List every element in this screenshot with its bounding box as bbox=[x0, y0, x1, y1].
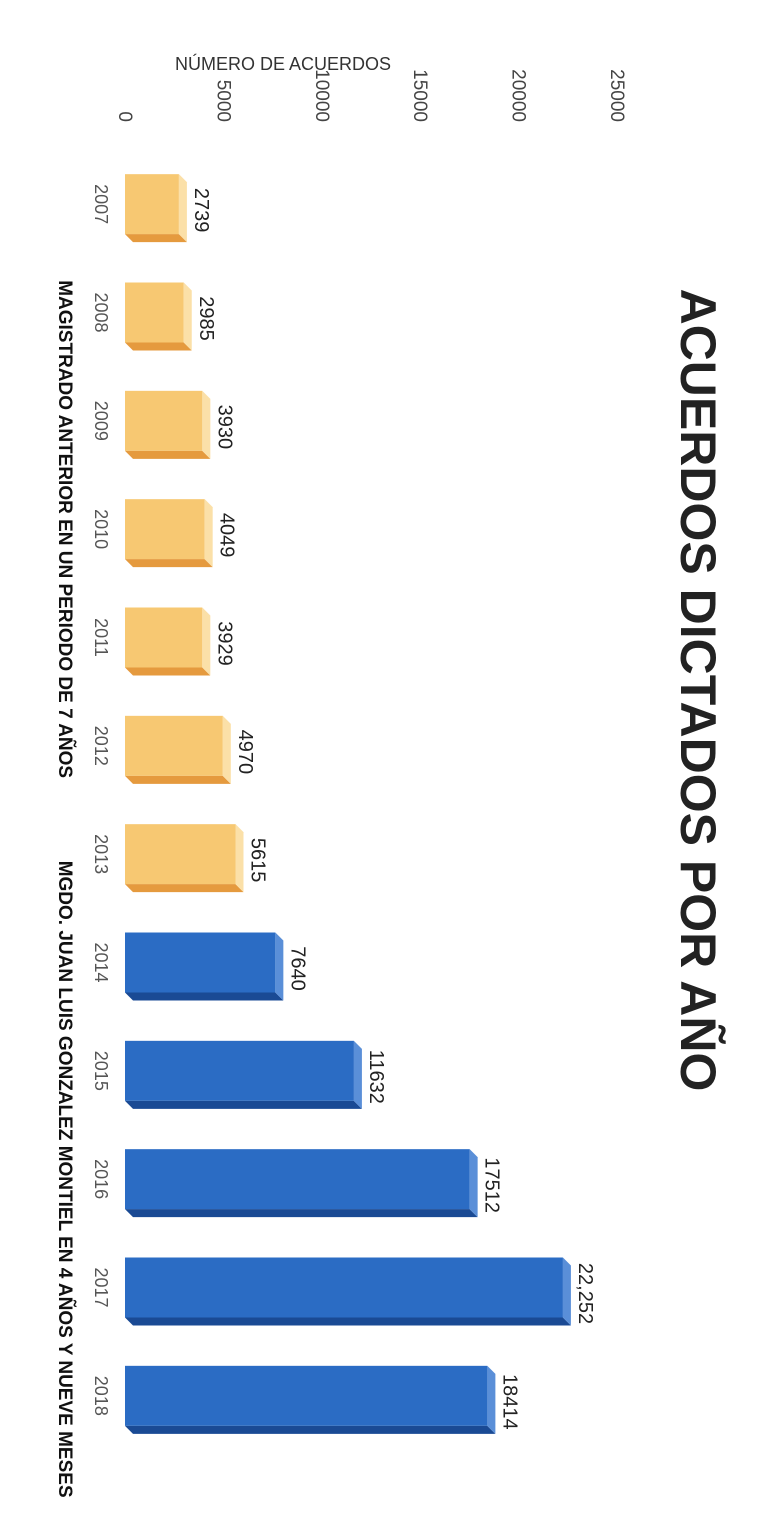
data-label: 7640 bbox=[286, 946, 308, 991]
bar-side bbox=[125, 559, 213, 568]
bar bbox=[125, 390, 203, 451]
bar-side bbox=[125, 342, 192, 351]
y-tick-label: 25000 bbox=[606, 69, 627, 122]
bar-top bbox=[275, 932, 284, 1001]
bar-top bbox=[202, 607, 211, 676]
bar-top bbox=[202, 390, 211, 459]
y-tick-label: 20000 bbox=[508, 69, 529, 122]
bar-side bbox=[125, 1317, 571, 1326]
category-label: 2007 bbox=[91, 184, 111, 224]
category-label: 2016 bbox=[91, 1159, 111, 1199]
bar bbox=[124, 715, 223, 776]
y-tick-label: 5000 bbox=[212, 80, 233, 122]
y-tick-label: 15000 bbox=[409, 69, 430, 122]
category-label: 2012 bbox=[91, 726, 111, 766]
bar bbox=[125, 1149, 470, 1210]
bar-top bbox=[222, 715, 231, 784]
category-labels: 2007 2008 2009 2010 2011 2012 2013 2014 2015 2016… bbox=[91, 184, 111, 1416]
y-tick-label: 0 bbox=[114, 111, 135, 122]
data-label: 4970 bbox=[234, 730, 256, 775]
y-tick-label: 10000 bbox=[311, 69, 332, 122]
bar-top bbox=[178, 174, 187, 243]
bar bbox=[125, 282, 184, 343]
bar bbox=[124, 174, 179, 235]
bar bbox=[124, 607, 203, 668]
data-label: 3929 bbox=[213, 621, 235, 666]
category-label: 2010 bbox=[91, 509, 111, 549]
bar bbox=[124, 1257, 563, 1318]
category-label: 2014 bbox=[91, 942, 111, 982]
bar-side bbox=[125, 1209, 478, 1218]
bar-side bbox=[125, 884, 244, 893]
data-label: 17512 bbox=[481, 1157, 503, 1213]
bar bbox=[124, 824, 236, 885]
bar-side bbox=[125, 1425, 496, 1434]
category-label: 2015 bbox=[91, 1051, 111, 1091]
y-axis-title: NÚMERO DE ACUERDOS bbox=[175, 53, 391, 74]
group-label: MAGISTRADO ANTERIOR EN UN PERIODO DE 7 A… bbox=[54, 280, 76, 778]
category-label: 2018 bbox=[91, 1376, 111, 1416]
data-label: 5615 bbox=[247, 838, 269, 883]
data-label: 2985 bbox=[195, 296, 217, 341]
bar-top bbox=[487, 1365, 496, 1434]
bar-top bbox=[204, 499, 213, 568]
bar bbox=[125, 1365, 488, 1426]
bar bbox=[125, 499, 205, 560]
bar-top bbox=[235, 824, 244, 893]
data-label: 18414 bbox=[498, 1374, 520, 1430]
bar-top bbox=[469, 1149, 478, 1218]
category-label: 2008 bbox=[91, 292, 111, 332]
bar-side bbox=[125, 667, 211, 676]
category-label: 2017 bbox=[91, 1267, 111, 1307]
data-label: 4049 bbox=[216, 513, 238, 558]
group-label: MGDO. JUAN LUIS GONZALEZ MONTIEL EN 4 AÑ… bbox=[54, 861, 76, 1498]
data-label: 11632 bbox=[365, 1050, 387, 1104]
data-label: 22,252 bbox=[574, 1263, 596, 1324]
bar bbox=[125, 932, 276, 993]
bar-top bbox=[353, 1040, 362, 1109]
category-label: 2013 bbox=[91, 834, 111, 874]
y-axis-ticks: 0 5000 10000 15000 20000 25000 bbox=[114, 69, 627, 122]
data-label: 3930 bbox=[213, 405, 235, 450]
chart-title: ACUERDOS DICTADOS POR AÑO bbox=[670, 289, 726, 1092]
bars bbox=[124, 174, 571, 1434]
bar-side bbox=[125, 1100, 362, 1109]
category-label: 2011 bbox=[91, 618, 111, 657]
bar-side bbox=[125, 775, 231, 784]
bar-side bbox=[125, 450, 211, 459]
data-label: 2739 bbox=[190, 188, 212, 233]
bar-top bbox=[562, 1257, 571, 1326]
category-label: 2009 bbox=[91, 401, 111, 441]
bar-side bbox=[125, 234, 187, 243]
bar-top bbox=[183, 282, 192, 351]
group-labels: MAGISTRADO ANTERIOR EN UN PERIODO DE 7 A… bbox=[54, 280, 76, 1497]
data-labels: 2739 2985 3930 4049 3929 4970 5615 7640 11632 175… bbox=[190, 188, 596, 1430]
bar bbox=[125, 1040, 354, 1101]
bar-side bbox=[125, 992, 284, 1001]
